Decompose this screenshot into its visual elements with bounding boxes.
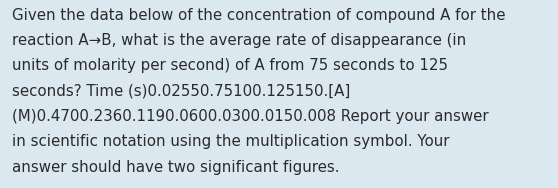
Text: answer should have two significant figures.: answer should have two significant figur… [12,160,340,175]
Text: in scientific notation using the multiplication symbol. Your: in scientific notation using the multipl… [12,134,450,149]
Text: (M)0.4700.2360.1190.0600.0300.0150.008 Report your answer: (M)0.4700.2360.1190.0600.0300.0150.008 R… [12,109,489,124]
Text: reaction A→B, what is the average rate of disappearance (in: reaction A→B, what is the average rate o… [12,33,466,48]
Text: seconds? Time (s)0.02550.75100.125150.[A]: seconds? Time (s)0.02550.75100.125150.[A… [12,84,350,99]
Text: units of molarity per second) of A from 75 seconds to 125: units of molarity per second) of A from … [12,58,448,73]
Text: Given the data below of the concentration of compound A for the: Given the data below of the concentratio… [12,8,506,23]
